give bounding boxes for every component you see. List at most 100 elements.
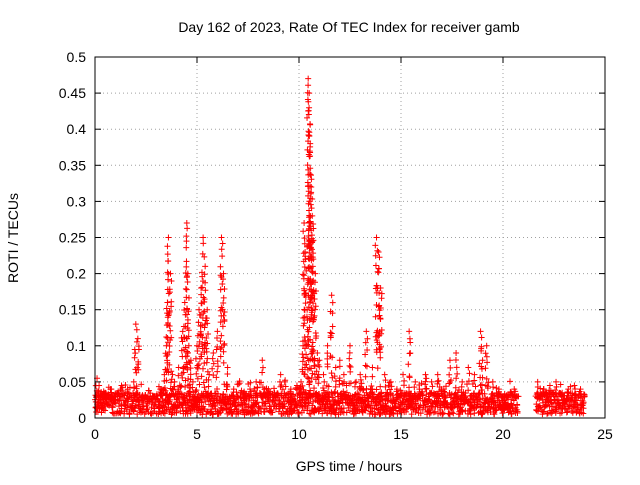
data-point [374, 247, 381, 254]
data-point [306, 219, 313, 226]
data-point [264, 391, 271, 398]
data-point [259, 364, 266, 371]
data-point [210, 372, 217, 379]
data-point [259, 369, 266, 376]
x-tick-label: 10 [291, 426, 307, 442]
data-point [353, 378, 360, 385]
data-point [324, 342, 331, 349]
data-point [553, 383, 560, 390]
data-point [346, 362, 353, 369]
y-tick-label: 0.35 [59, 157, 86, 173]
data-point [304, 341, 311, 348]
data-point [580, 405, 587, 412]
data-point [534, 389, 541, 396]
data-point [183, 238, 190, 245]
data-point [491, 411, 498, 418]
data-point [304, 404, 311, 411]
data-point [346, 349, 353, 356]
data-point [189, 384, 196, 391]
data-point [430, 409, 437, 416]
data-point [184, 353, 191, 360]
data-point [109, 404, 116, 411]
data-point [477, 396, 484, 403]
data-point [512, 394, 519, 401]
data-point [220, 359, 227, 366]
data-point [281, 401, 288, 408]
data-point [402, 400, 409, 407]
data-point [163, 353, 170, 360]
data-point [201, 271, 208, 278]
y-axis-label: ROTI / TECUs [5, 193, 21, 283]
data-point [446, 392, 453, 399]
data-point [309, 348, 316, 355]
data-point [157, 386, 164, 393]
data-point [302, 248, 309, 255]
data-point [202, 279, 209, 286]
data-point [306, 381, 313, 388]
data-point [305, 232, 312, 239]
data-point [375, 265, 382, 272]
data-point [315, 374, 322, 381]
data-point [306, 378, 313, 385]
data-point [160, 409, 167, 416]
data-point [400, 399, 407, 406]
data-point [187, 410, 194, 417]
data-point [253, 378, 260, 385]
y-tick-label: 0.5 [67, 49, 87, 65]
data-point [163, 333, 170, 340]
data-point [135, 366, 142, 373]
data-point [198, 300, 205, 307]
data-point [209, 365, 216, 372]
data-point [306, 171, 313, 178]
data-point [572, 386, 579, 393]
data-point [183, 258, 190, 265]
data-point [358, 380, 365, 387]
data-point [309, 246, 316, 253]
data-point [301, 320, 308, 327]
data-point [117, 393, 124, 400]
data-point [483, 353, 490, 360]
data-point [371, 391, 378, 398]
data-point [429, 383, 436, 390]
data-point [492, 407, 499, 414]
data-point [339, 380, 346, 387]
data-point [210, 360, 217, 367]
data-point [362, 362, 369, 369]
data-point [218, 304, 225, 311]
data-point [311, 385, 318, 392]
data-point [369, 364, 376, 371]
data-point [316, 357, 323, 364]
data-point [139, 393, 146, 400]
data-point [467, 411, 474, 418]
data-point [217, 319, 224, 326]
data-point [165, 234, 172, 241]
data-point [484, 359, 491, 366]
data-point [205, 376, 212, 383]
data-point [220, 276, 227, 283]
data-point [176, 382, 183, 389]
data-point [198, 373, 205, 380]
data-point [351, 391, 358, 398]
data-point [311, 312, 318, 319]
x-tick-label: 5 [193, 426, 201, 442]
data-point [354, 404, 361, 411]
data-point [217, 307, 224, 314]
data-point [552, 387, 559, 394]
data-point [172, 391, 179, 398]
data-point [314, 391, 321, 398]
data-point [204, 340, 211, 347]
data-point [105, 401, 112, 408]
data-point [218, 246, 225, 253]
data-point [512, 388, 519, 395]
data-point [166, 289, 173, 296]
data-point [306, 324, 313, 331]
data-point [381, 371, 388, 378]
data-point [187, 371, 194, 378]
data-point [508, 390, 515, 397]
data-point [194, 348, 201, 355]
data-point [224, 383, 231, 390]
data-point [303, 361, 310, 368]
data-point [302, 300, 309, 307]
data-point [190, 389, 197, 396]
data-point [478, 347, 485, 354]
